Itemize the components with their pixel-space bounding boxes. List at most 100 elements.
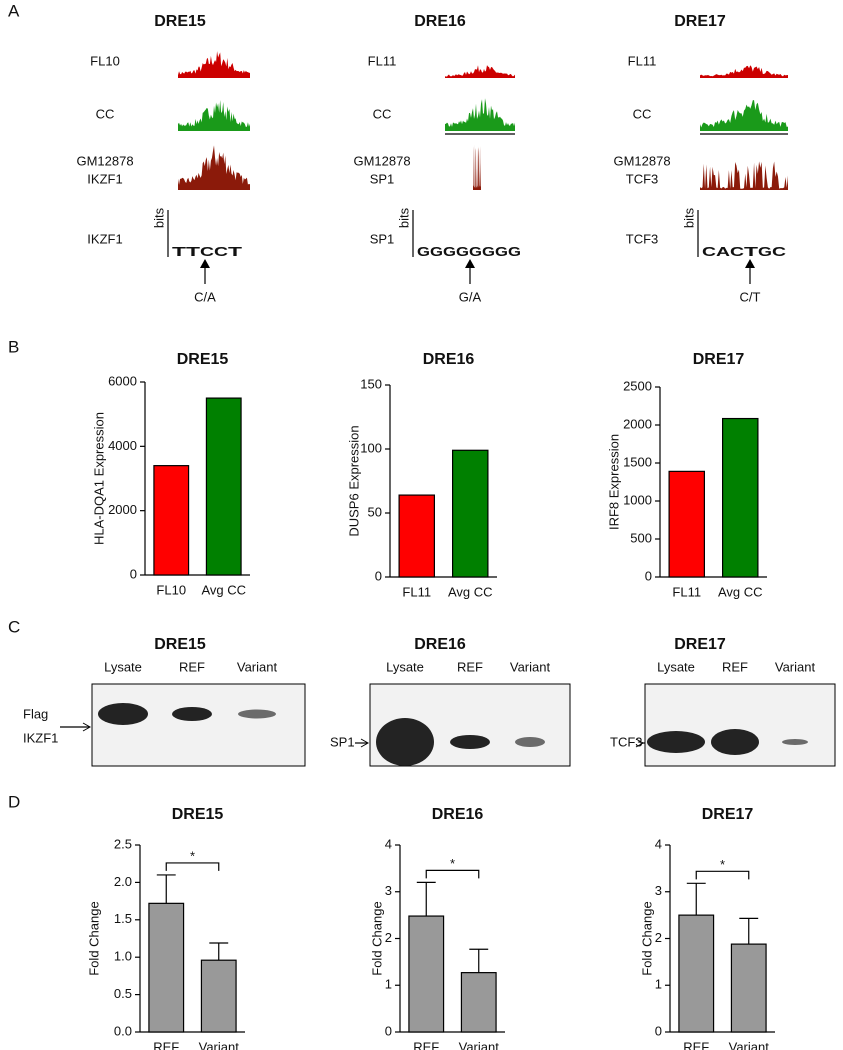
arrow-head: [745, 259, 755, 268]
lane-label: Variant: [237, 659, 278, 674]
x-tick-label: Avg CC: [448, 584, 493, 599]
logo-letter: G: [508, 244, 521, 259]
arrow-head: [465, 259, 475, 268]
bar: [678, 914, 715, 1033]
significance-label: *: [450, 856, 455, 871]
signal-track: [178, 100, 250, 131]
significance-bracket: [425, 869, 480, 879]
signal-track: [445, 98, 515, 131]
lane-label: REF: [722, 659, 748, 674]
protein-label: Flag: [23, 706, 48, 721]
y-tick-label: 500: [630, 530, 652, 545]
band: [647, 731, 705, 753]
y-axis-label: IRF8 Expression: [606, 434, 621, 530]
y-tick-label: 1: [385, 977, 392, 992]
logo-axis-label: bits: [151, 207, 166, 228]
logo-letter: C: [214, 244, 229, 259]
y-tick-label: 3: [385, 883, 392, 898]
x-tick-label: Avg CC: [718, 584, 763, 599]
bar: [205, 397, 242, 576]
logo-letter: G: [456, 244, 469, 259]
track-label: TCF3: [626, 171, 659, 186]
y-tick-label: 4: [385, 836, 392, 851]
x-tick-label: Variant: [199, 1039, 240, 1050]
logo-letter: T: [228, 244, 242, 259]
signal-track: [445, 65, 515, 78]
track-label: CC: [373, 106, 392, 121]
track-label: GM12878: [613, 153, 670, 168]
x-tick-label: REF: [413, 1039, 439, 1050]
logo-letter: G: [495, 244, 508, 259]
blot: [91, 683, 306, 767]
band: [515, 737, 545, 747]
x-tick-label: REF: [683, 1039, 709, 1050]
column-title: DRE17: [674, 636, 726, 653]
motif-label: IKZF1: [87, 231, 122, 246]
bar: [153, 465, 190, 576]
chart-title: DRE17: [702, 806, 754, 823]
track-label: FL11: [368, 53, 397, 68]
protein-label: IKZF1: [23, 730, 58, 745]
logo-letter: C: [730, 244, 745, 259]
band: [711, 729, 759, 755]
y-tick-label: 3: [655, 883, 662, 898]
y-tick-label: 2000: [623, 416, 652, 431]
signal-track: [178, 145, 250, 190]
y-tick-label: 4000: [108, 438, 137, 453]
logo-letter: G: [758, 244, 772, 259]
arrow-head: [360, 738, 370, 748]
logo-letter: A: [716, 244, 731, 259]
y-tick-label: 0: [645, 568, 652, 583]
y-tick-label: 2500: [623, 378, 652, 393]
y-tick-label: 0: [655, 1023, 662, 1038]
lane-label: Variant: [510, 659, 551, 674]
x-tick-label: Variant: [729, 1039, 770, 1050]
logo-axis-label: bits: [396, 207, 411, 228]
variant-label: G/A: [459, 289, 482, 304]
band: [98, 703, 148, 725]
y-tick-label: 150: [360, 376, 382, 391]
logo-letter: G: [482, 244, 495, 259]
y-axis-label: HLA-DQA1 Expression: [91, 412, 106, 545]
signal-track: [473, 143, 481, 190]
y-tick-label: 2: [385, 930, 392, 945]
x-tick-label: REF: [153, 1039, 179, 1050]
bar: [730, 943, 767, 1033]
protein-label: TCF3: [610, 734, 643, 749]
track-label: FL11: [628, 53, 657, 68]
protein-label: SP1: [330, 734, 355, 749]
panel-label: A: [8, 1, 20, 20]
motif-label: TCF3: [626, 231, 659, 246]
error-bar: [156, 874, 176, 904]
arrow-head: [82, 722, 92, 732]
logo-letter: T: [186, 244, 200, 259]
signal-track: [700, 100, 788, 131]
y-tick-label: 0: [130, 566, 137, 581]
track-label: GM12878: [76, 153, 133, 168]
x-tick-label: Variant: [459, 1039, 500, 1050]
bar: [398, 494, 436, 578]
chart-title: DRE16: [423, 351, 475, 368]
y-tick-label: 1.0: [114, 949, 132, 964]
panel-label: B: [8, 337, 19, 356]
track-label: IKZF1: [87, 171, 122, 186]
lane-label: REF: [179, 659, 205, 674]
significance-label: *: [190, 848, 195, 863]
logo-letter: G: [430, 244, 443, 259]
error-bar: [209, 942, 229, 961]
y-tick-label: 0.5: [114, 986, 132, 1001]
y-tick-label: 1000: [623, 492, 652, 507]
lane-label: REF: [457, 659, 483, 674]
bar: [460, 972, 497, 1033]
y-axis-label: Fold Change: [639, 901, 654, 975]
y-tick-label: 2.5: [114, 836, 132, 851]
logo-letter: T: [172, 244, 186, 259]
arrow-head: [635, 738, 645, 748]
variant-label: C/T: [740, 289, 761, 304]
y-axis-label: Fold Change: [369, 901, 384, 975]
logo-letter: C: [200, 244, 215, 259]
y-tick-label: 1.5: [114, 911, 132, 926]
track-label: FL10: [90, 53, 120, 68]
logo-axis-label: bits: [681, 207, 696, 228]
